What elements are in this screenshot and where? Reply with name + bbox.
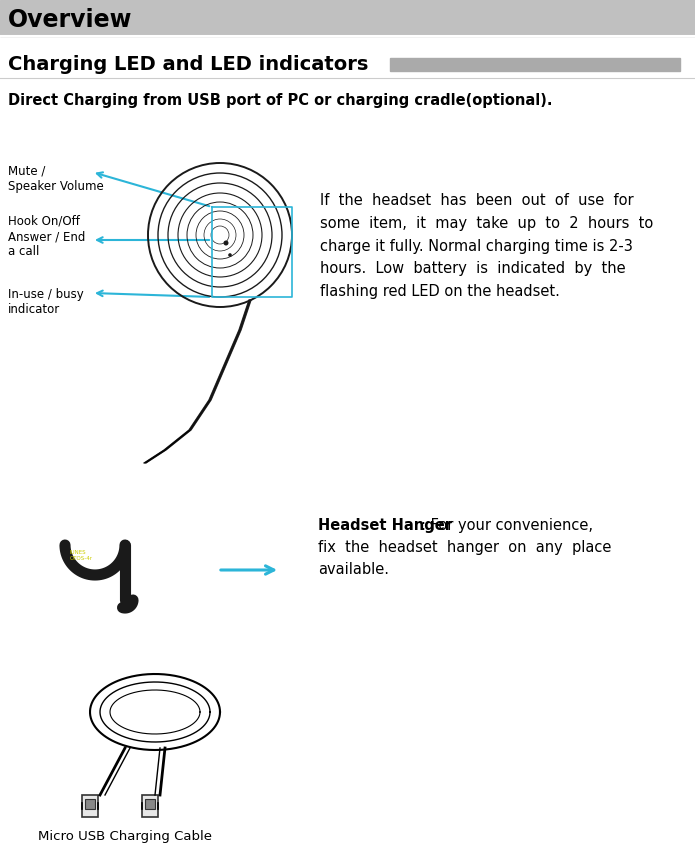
Bar	[85, 799, 95, 809]
Bar	[390, 58, 680, 71]
Text: available.: available.	[318, 562, 389, 577]
Text: If  the  headset  has  been  out  of  use  for
some  item,  it  may  take  up  t: If the headset has been out of use for s…	[320, 193, 653, 299]
Bar	[82, 795, 98, 817]
Bar	[145, 799, 155, 809]
Text: : For your convenience,: : For your convenience,	[421, 518, 593, 533]
Text: Micro USB Charging Cable: Micro USB Charging Cable	[38, 830, 212, 843]
Text: Headset Hanger: Headset Hanger	[318, 518, 452, 533]
Text: Mute /
Speaker Volume: Mute / Speaker Volume	[8, 165, 104, 193]
Text: Hook On/Off
Answer / End
a call: Hook On/Off Answer / End a call	[8, 215, 85, 258]
Text: In-use / busy
indicator: In-use / busy indicator	[8, 288, 84, 316]
Text: Overview: Overview	[8, 8, 133, 32]
Circle shape	[228, 254, 232, 257]
Circle shape	[224, 241, 229, 246]
Text: fix  the  headset  hanger  on  any  place: fix the headset hanger on any place	[318, 540, 612, 555]
Bar	[0, 0, 695, 36]
Text: IUNES
OTOS-4r: IUNES OTOS-4r	[70, 550, 93, 561]
Text: Direct Charging from USB port of PC or charging cradle(optional).: Direct Charging from USB port of PC or c…	[8, 92, 553, 108]
Text: Charging LED and LED indicators: Charging LED and LED indicators	[8, 55, 368, 75]
Bar	[142, 795, 158, 817]
